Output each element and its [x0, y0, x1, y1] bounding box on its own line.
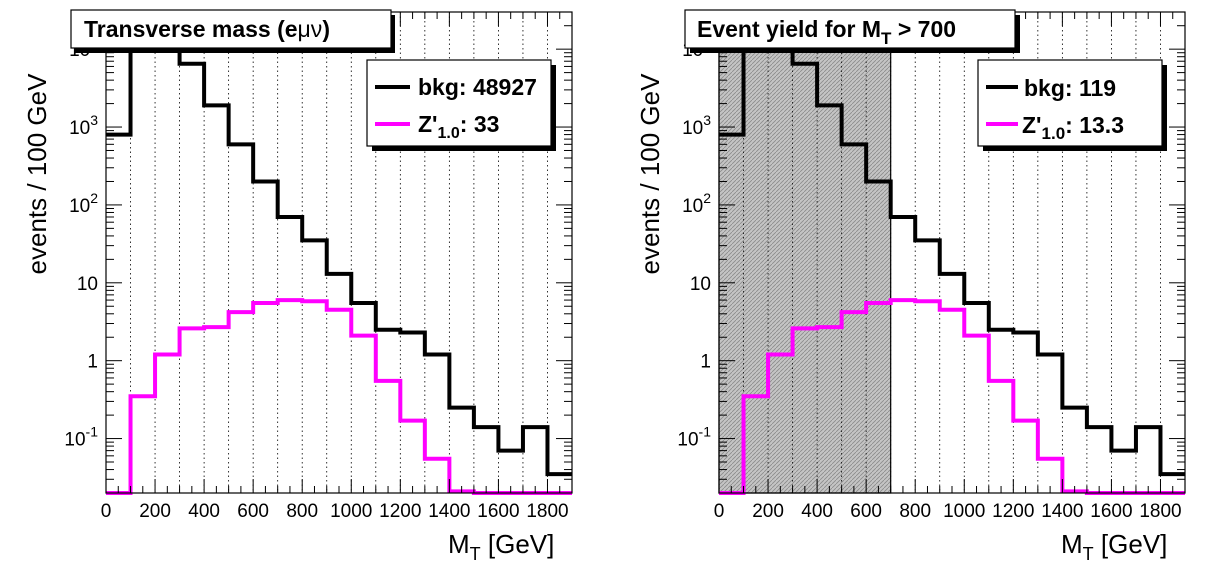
- legend-bkg-label: bkg: 48927: [418, 74, 537, 100]
- y-tick-label: 1: [87, 352, 98, 373]
- x-tick-label: 600: [237, 501, 269, 522]
- y-tick-label: 102: [69, 190, 98, 217]
- x-axis-label: MT [GeV]: [1061, 529, 1167, 564]
- x-tick-label: 1200: [379, 501, 421, 522]
- y-axis-label: events / 100 GeV: [635, 73, 665, 275]
- x-tick-label: 800: [899, 501, 931, 522]
- series-line-bkg: [719, 23, 1185, 477]
- legend-bkg-label: bkg: 119: [1024, 75, 1116, 101]
- legend-zprime-label: Z'1.0: 33: [418, 111, 499, 142]
- x-tick-label: 400: [801, 501, 833, 522]
- title-box: Transverse mass (eμν): [70, 9, 395, 53]
- x-tick-label: 0: [101, 501, 112, 522]
- series-line-zprime: [719, 298, 1185, 495]
- legend: bkg: 119 Z'1.0: 13.3: [977, 59, 1167, 151]
- y-tick-label: 1: [700, 352, 711, 373]
- y-tick-label: 10-1: [677, 424, 711, 451]
- x-tick-label: 800: [286, 501, 318, 522]
- x-tick-label: 600: [850, 501, 882, 522]
- x-tick-label: 200: [139, 501, 171, 522]
- x-tick-label: 1000: [943, 501, 985, 522]
- title-box: Event yield for MT > 700: [684, 9, 1020, 53]
- x-tick-label: 1800: [526, 501, 568, 522]
- x-tick-label: 400: [188, 501, 220, 522]
- y-tick-label: 10-1: [64, 424, 98, 451]
- y-tick-label: 103: [682, 112, 711, 139]
- x-tick-label: 200: [752, 501, 784, 522]
- shaded-region: [718, 21, 892, 494]
- y-tick-label: 103: [69, 112, 98, 139]
- x-tick-label: 1600: [1090, 501, 1132, 522]
- x-tick-label: 1800: [1139, 501, 1181, 522]
- x-tick-label: 1000: [330, 501, 372, 522]
- chart-title: Event yield for MT > 700: [697, 16, 956, 48]
- chart-title: Transverse mass (eμν): [84, 16, 330, 42]
- x-tick-label: 1200: [992, 501, 1034, 522]
- y-tick-label: 10: [77, 274, 98, 295]
- x-axis-label: MT [GeV]: [448, 529, 554, 564]
- series-line-bkg: [106, 23, 572, 477]
- legend-zprime-label: Z'1.0: 13.3: [1022, 112, 1124, 143]
- y-tick-label: 10: [690, 274, 711, 295]
- series-line-zprime: [106, 298, 572, 495]
- x-tick-label: 0: [714, 501, 725, 522]
- x-tick-label: 1400: [1041, 501, 1083, 522]
- legend: bkg: 48927 Z'1.0: 33: [366, 59, 556, 151]
- x-tick-label: 1600: [477, 501, 519, 522]
- x-tick-label: 1400: [428, 501, 470, 522]
- y-tick-label: 102: [682, 190, 711, 217]
- y-axis-label: events / 100 GeV: [22, 73, 52, 275]
